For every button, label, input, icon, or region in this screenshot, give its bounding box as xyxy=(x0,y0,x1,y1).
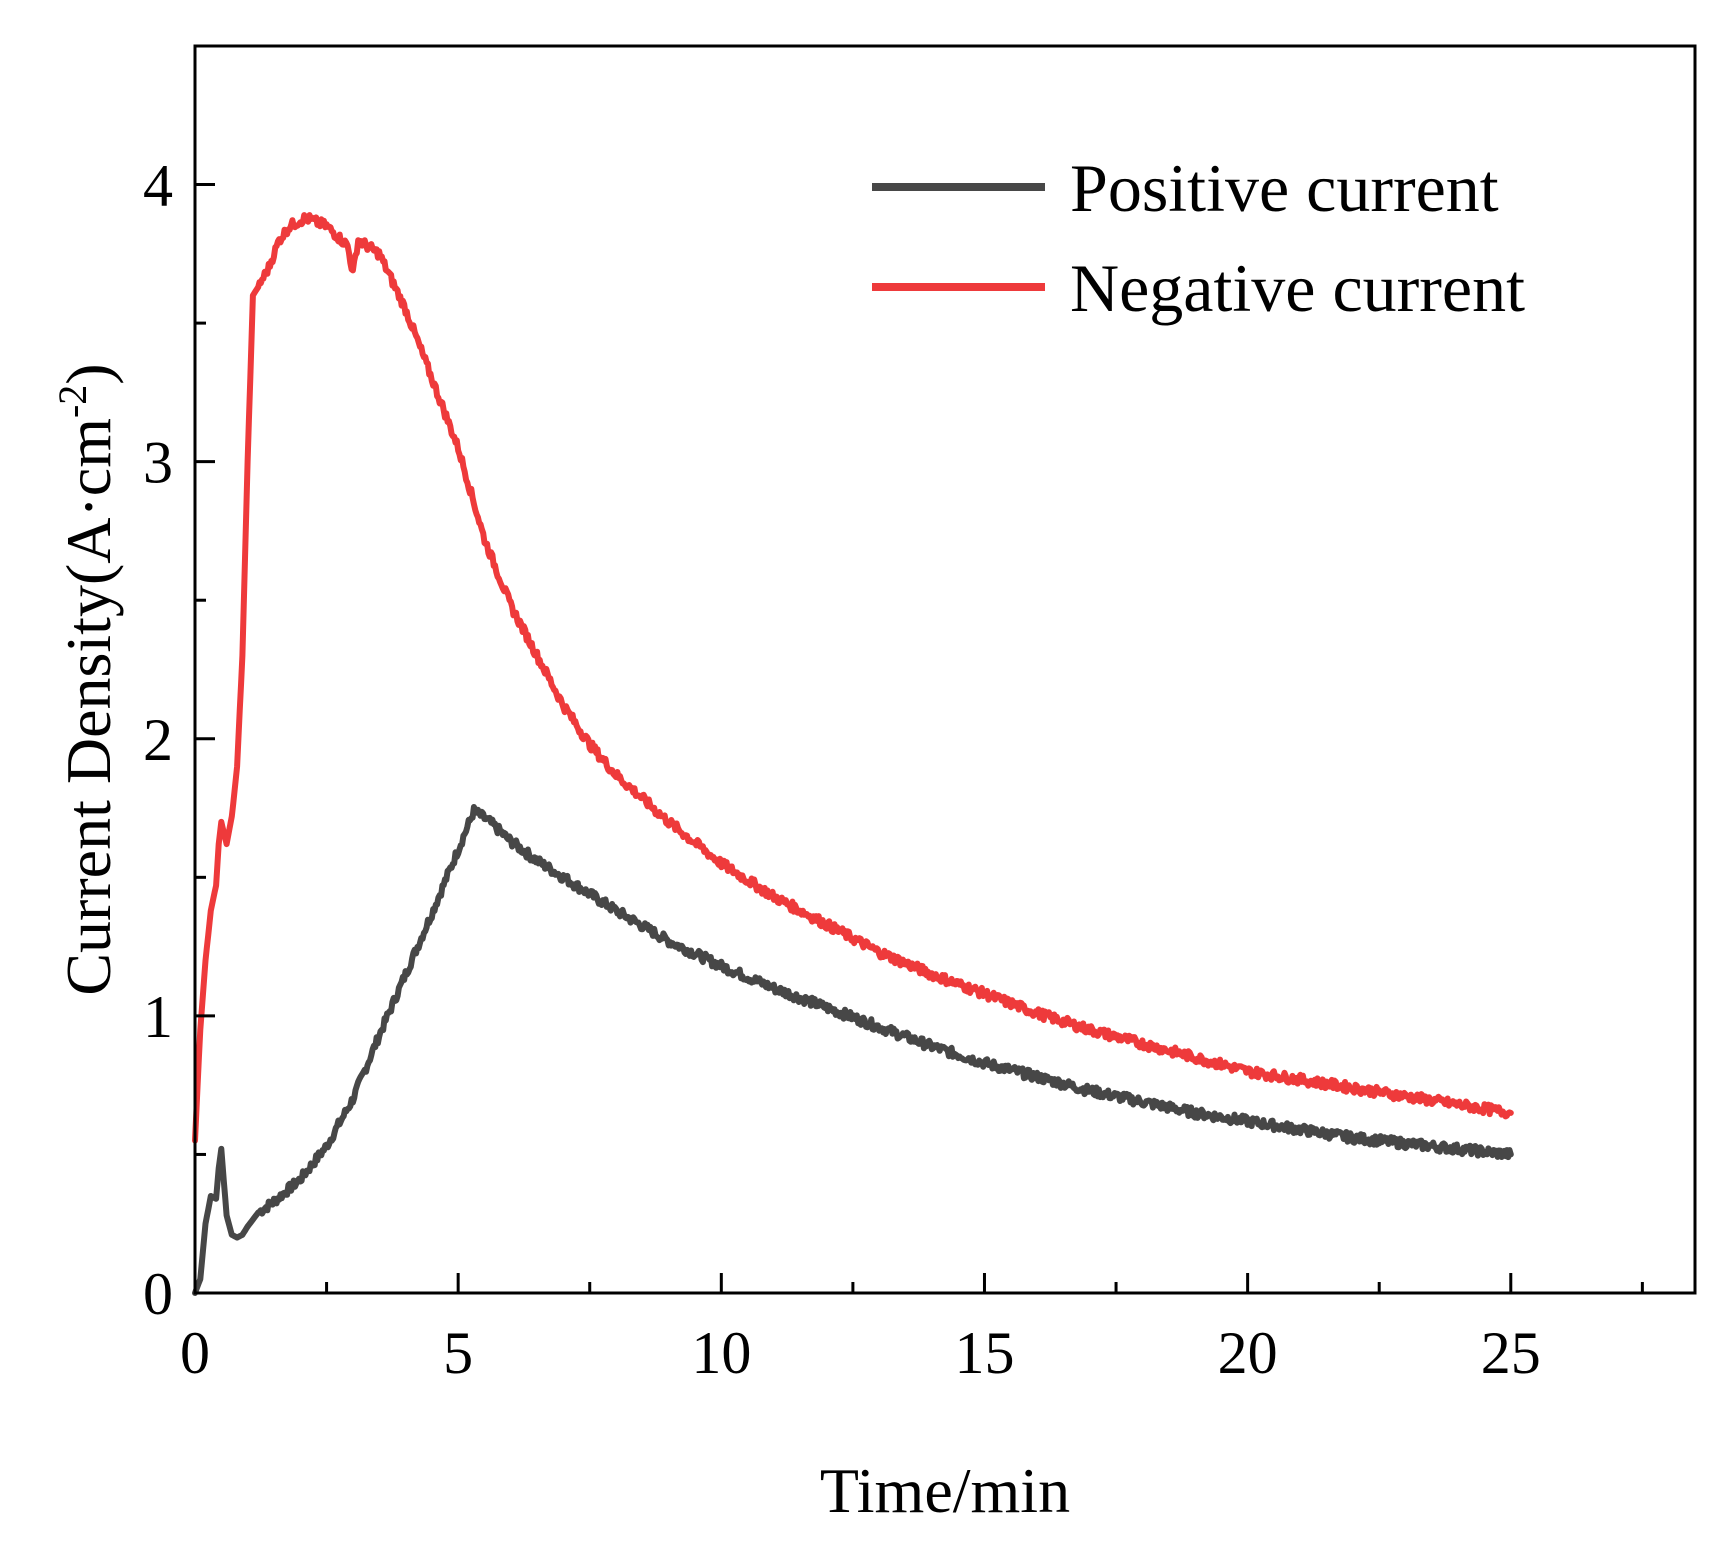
y-tick-label: 3 xyxy=(143,430,173,496)
y-tick-label: 1 xyxy=(143,984,173,1050)
y-tick-label: 0 xyxy=(143,1261,173,1327)
x-tick-label: 15 xyxy=(954,1320,1014,1386)
y-tick-label: 4 xyxy=(143,153,173,219)
axis-ticks: 0 5 10 15 20 25 0 1 2 3 4 xyxy=(143,153,1644,1386)
plot-frame xyxy=(193,44,1697,1295)
series-line-negative-current xyxy=(192,212,1514,1144)
plot-layer xyxy=(192,212,1514,1296)
x-tick-label: 20 xyxy=(1218,1320,1278,1386)
x-tick-label: 25 xyxy=(1481,1320,1541,1386)
legend-label: Negative current xyxy=(1070,250,1525,326)
y-axis-title-main: Current Density(A·cm xyxy=(53,418,124,996)
y-axis-title-close: ) xyxy=(53,363,124,384)
legend: Positive current Negative current xyxy=(872,150,1525,326)
x-axis-title: Time/min xyxy=(820,1455,1070,1526)
y-axis-title: Current Density(A·cm-2) xyxy=(50,363,124,995)
x-tick-label: 10 xyxy=(691,1320,751,1386)
y-tick-label: 2 xyxy=(143,707,173,773)
series-line-positive-current xyxy=(192,804,1514,1296)
x-tick-label: 5 xyxy=(443,1320,473,1386)
legend-label: Positive current xyxy=(1070,150,1499,226)
x-tick-label: 0 xyxy=(180,1320,210,1386)
y-axis-title-superscript: -2 xyxy=(50,385,95,418)
